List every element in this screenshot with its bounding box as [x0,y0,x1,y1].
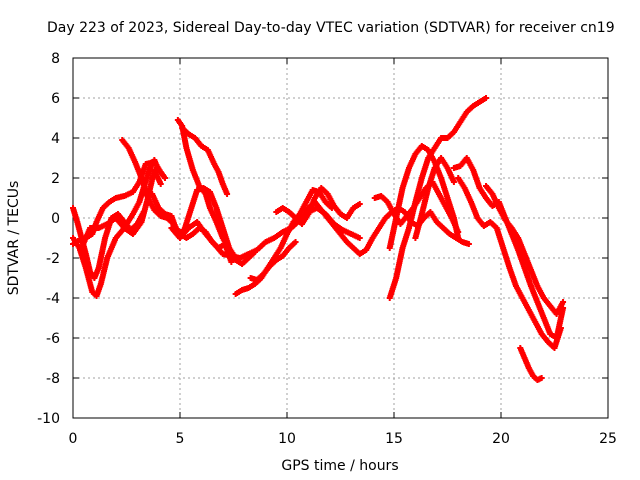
series-arc-15 [386,95,490,301]
x-axis-label: GPS time / hours [281,458,398,474]
series-arc-17 [412,155,457,241]
data-point [560,299,567,305]
axis-tick-labels: 0 5 10 15 20 25 -10 -8 -6 -4 -2 0 2 4 6 8 [37,51,617,447]
series-arc-21 [517,345,545,383]
y-tick-label: -10 [37,411,60,427]
data-point [455,235,462,241]
x-tick-label: 20 [492,431,510,447]
series-arc-16 [386,143,462,251]
data-point [450,179,457,185]
series-arc-19 [483,183,567,317]
axis-ticks [72,57,609,419]
series-arc-4 [78,167,164,251]
data-point [228,259,235,265]
y-tick-label: -4 [46,291,60,307]
y-tick-label: 0 [51,211,60,227]
data-point [356,201,363,207]
data-point [557,325,564,331]
series-arc-18 [450,155,567,341]
y-tick-label: -6 [46,331,60,347]
data-point [538,375,545,381]
x-tick-label: 10 [278,431,296,447]
series-arc-2 [70,205,147,281]
y-tick-label: 8 [51,51,60,67]
x-tick-label: 0 [69,431,78,447]
series-arc-10 [232,187,335,297]
data-point [292,239,299,245]
data-point [157,181,164,187]
data-point [356,235,363,241]
x-tick-label: 25 [599,431,617,447]
chart-title: Day 223 of 2023, Sidereal Day-to-day VTE… [47,20,615,36]
y-tick-label: 6 [51,91,60,107]
series-arc-12 [247,239,299,283]
y-axis-label: SDTVAR / TECUs [6,181,22,296]
data-point [483,95,490,101]
data-point [224,191,231,197]
y-tick-label: 2 [51,171,60,187]
data-point [465,241,472,247]
series-arc-20 [455,175,564,351]
y-tick-label: -2 [46,251,60,267]
y-tick-label: 4 [51,131,60,147]
data-points [70,95,567,383]
series-arc-7 [179,125,231,197]
y-tick-label: -8 [46,371,60,387]
x-tick-label: 5 [176,431,185,447]
series-arc-1 [70,157,162,299]
data-point [162,175,169,181]
x-tick-label: 15 [385,431,403,447]
